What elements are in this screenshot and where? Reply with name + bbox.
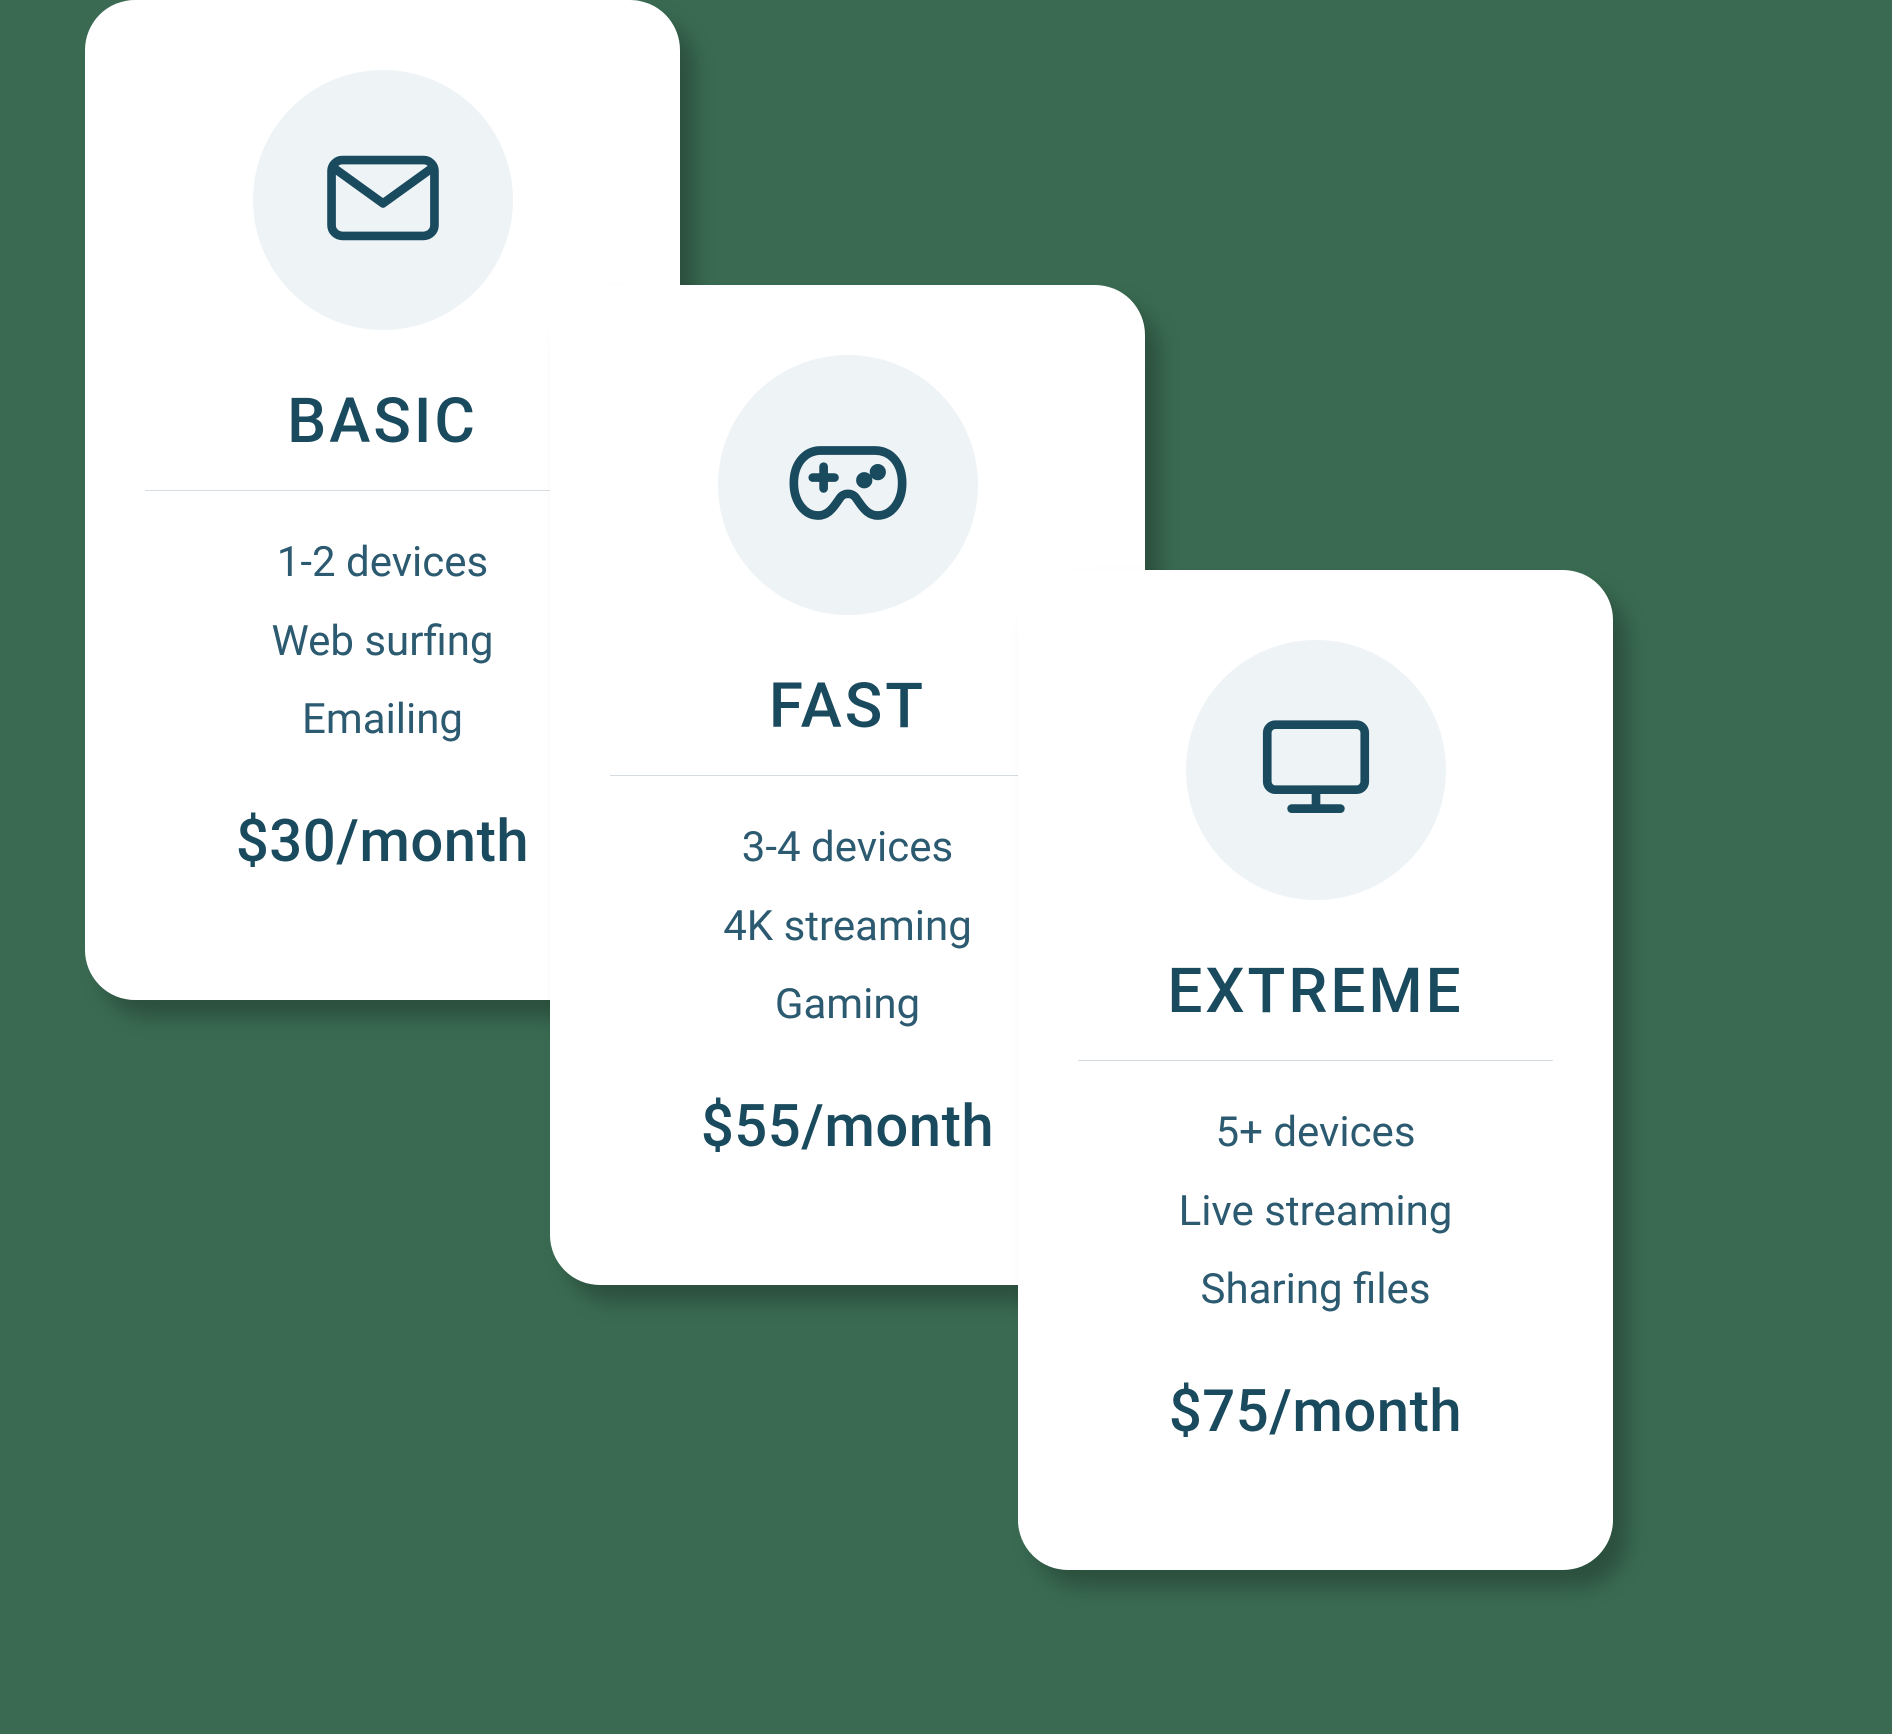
feature-list: 1-2 devices Web surfing Emailing	[271, 536, 493, 748]
monitor-icon	[1251, 703, 1381, 837]
envelope-icon	[318, 133, 448, 267]
pricing-card-extreme[interactable]: EXTREME 5+ devices Live streaming Sharin…	[1018, 570, 1613, 1570]
feature-item: 3-4 devices	[723, 821, 972, 876]
feature-list: 3-4 devices 4K streaming Gaming	[723, 821, 972, 1033]
feature-item: Gaming	[723, 978, 972, 1033]
feature-item: 1-2 devices	[271, 536, 493, 591]
icon-circle	[253, 70, 513, 330]
plan-price: $30/month	[236, 808, 529, 876]
divider	[610, 775, 1085, 776]
feature-list: 5+ devices Live streaming Sharing files	[1179, 1106, 1453, 1318]
plan-price: $75/month	[1169, 1378, 1462, 1446]
icon-circle	[718, 355, 978, 615]
feature-item: 4K streaming	[723, 900, 972, 955]
gamepad-icon	[783, 418, 913, 552]
feature-item: Web surfing	[271, 615, 493, 670]
feature-item: Emailing	[271, 693, 493, 748]
feature-item: Live streaming	[1179, 1185, 1453, 1240]
icon-circle	[1186, 640, 1446, 900]
feature-item: 5+ devices	[1179, 1106, 1453, 1161]
pricing-cards-stage: BASIC 1-2 devices Web surfing Emailing $…	[0, 0, 1892, 1734]
feature-item: Sharing files	[1179, 1263, 1453, 1318]
plan-title: FAST	[769, 670, 926, 743]
divider	[145, 490, 620, 491]
plan-price: $55/month	[701, 1093, 994, 1161]
divider	[1078, 1060, 1553, 1061]
plan-title: EXTREME	[1167, 955, 1463, 1028]
plan-title: BASIC	[287, 385, 478, 458]
